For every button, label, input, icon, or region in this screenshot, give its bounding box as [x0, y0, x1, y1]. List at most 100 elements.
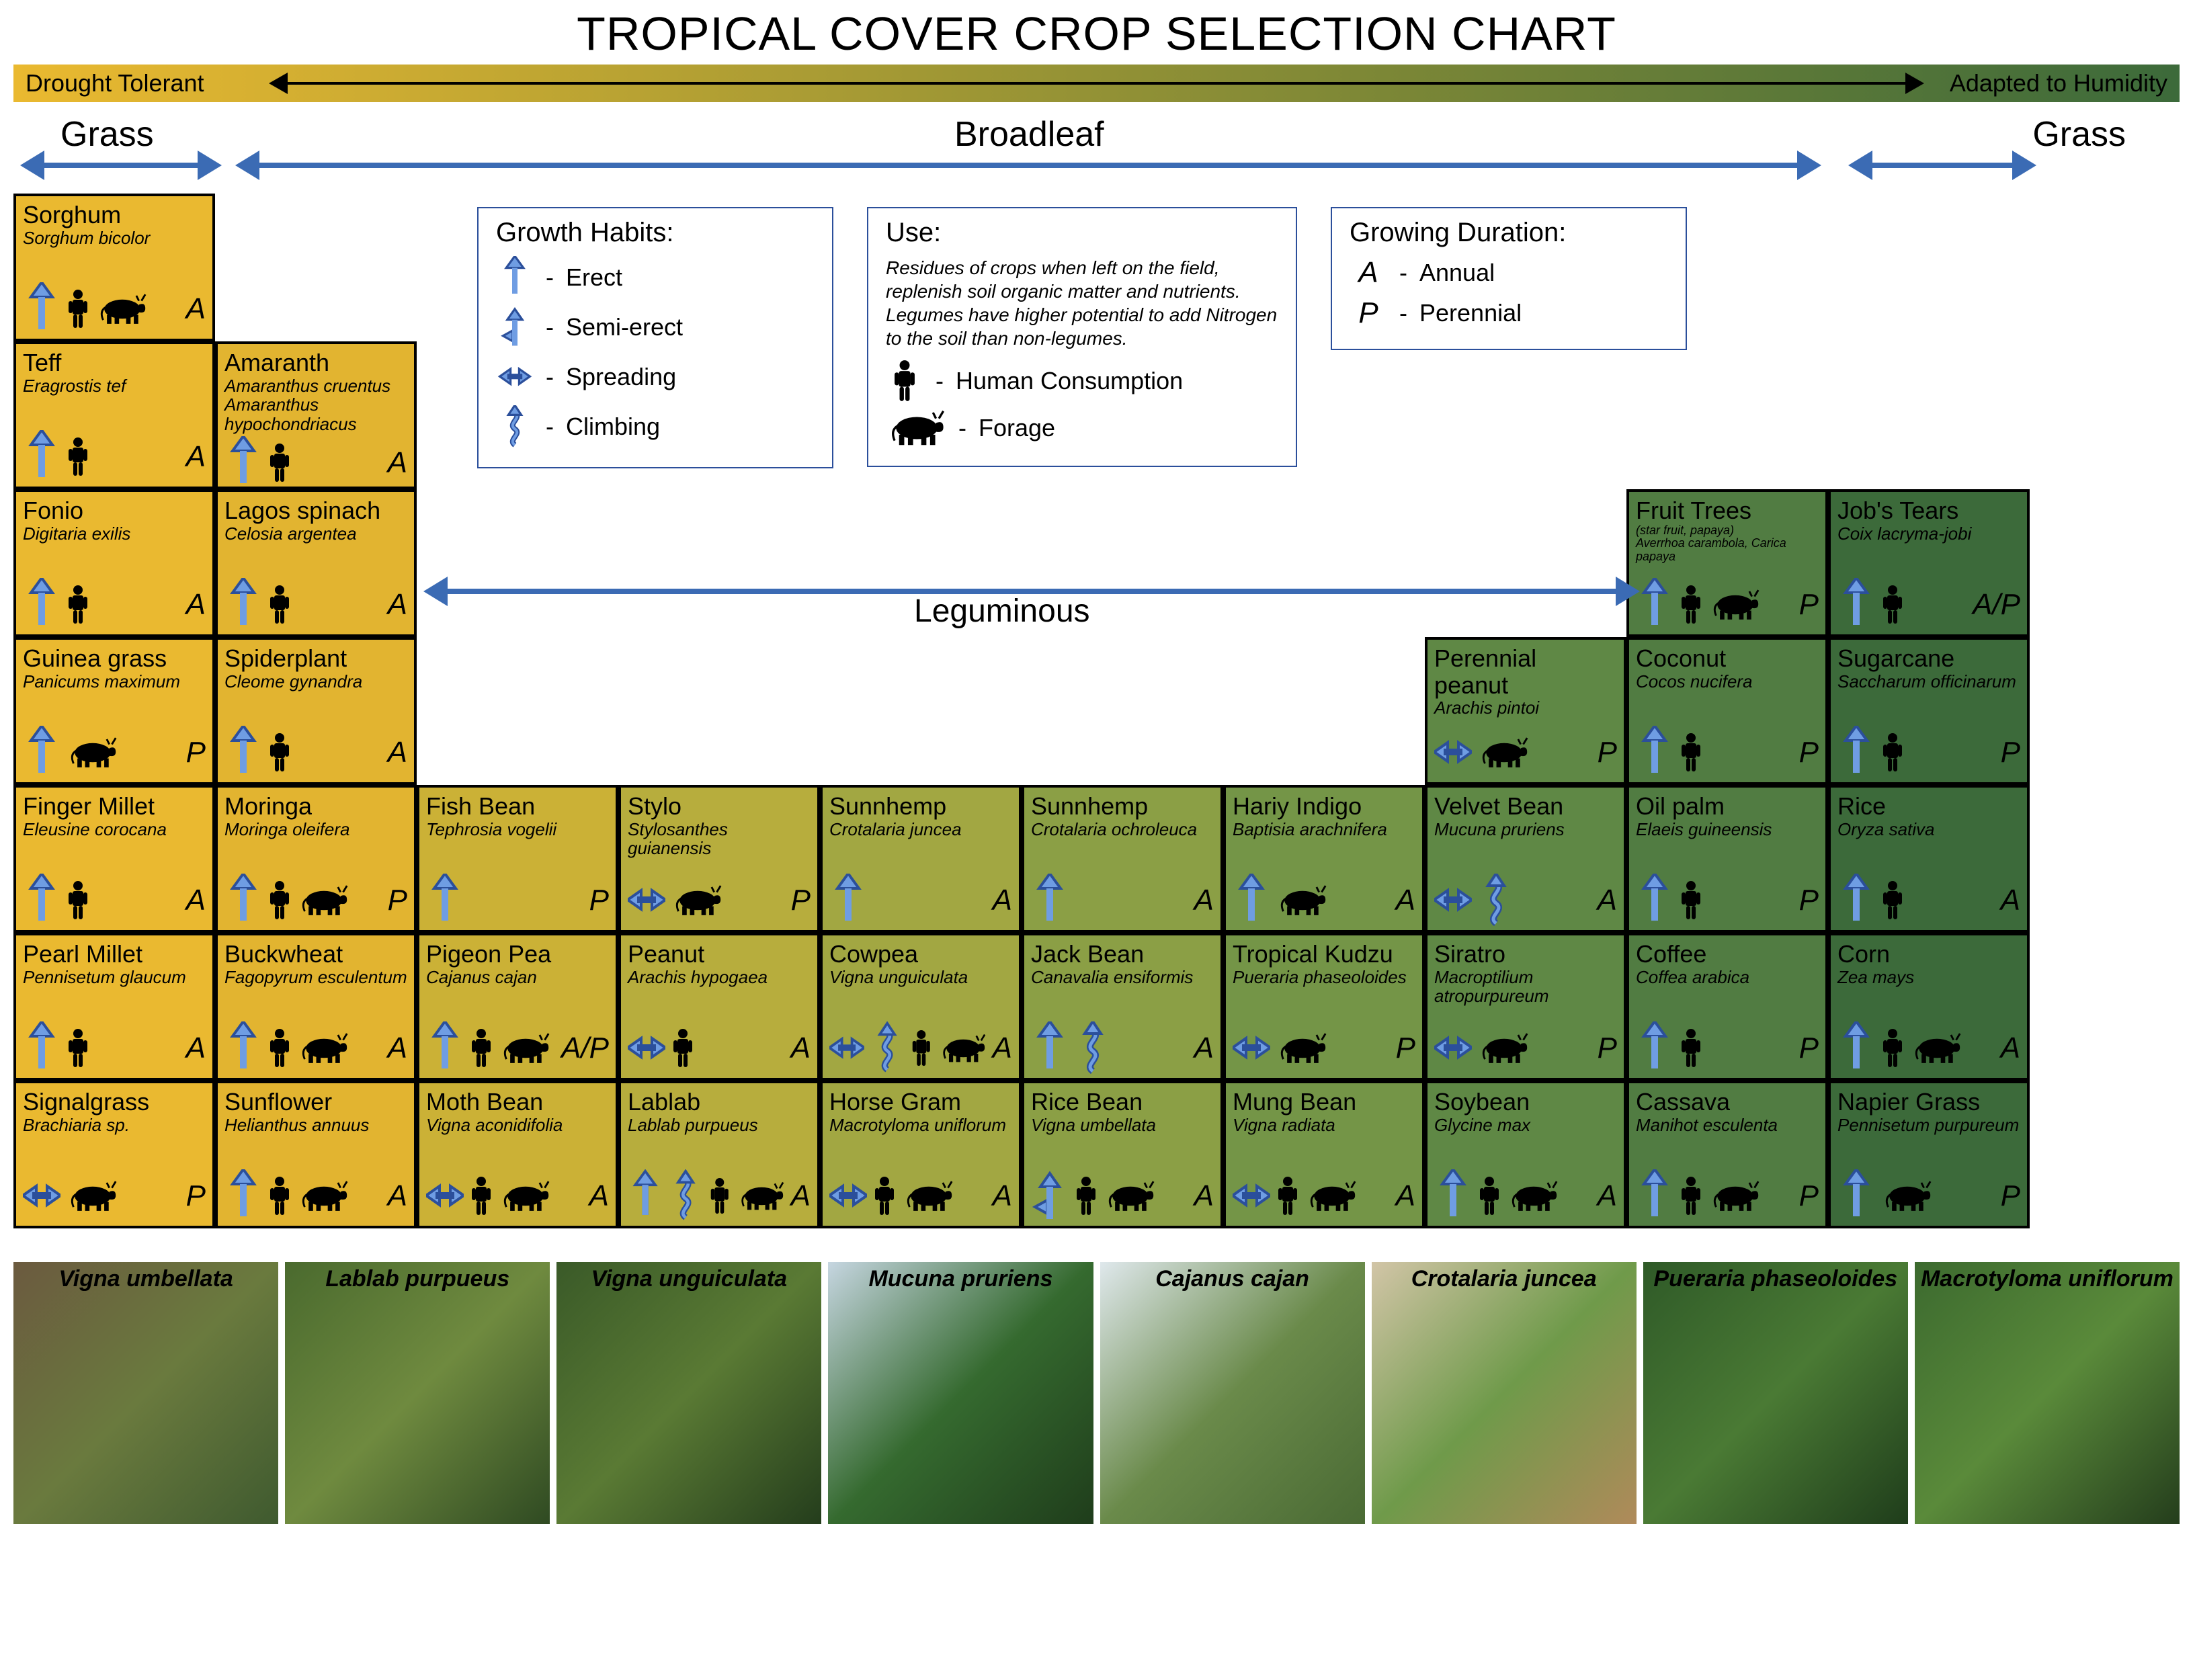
human-icon	[267, 585, 292, 625]
erect-icon	[23, 726, 60, 780]
crop-duration: A	[1194, 884, 1214, 917]
crop-cell: Pigeon Pea Cajanus cajan A/P	[417, 933, 618, 1081]
cow-icon	[902, 1179, 954, 1213]
human-icon	[1477, 1176, 1501, 1216]
human-icon	[1276, 1176, 1300, 1216]
crop-common-name: Amaranth	[224, 349, 407, 376]
crop-common-name: Sunflower	[224, 1089, 407, 1116]
crop-common-name: Lagos spinach	[224, 497, 407, 524]
human-icon	[469, 1176, 493, 1216]
photo-thumbnail: Pueraria phaseoloides	[1643, 1262, 1908, 1524]
crop-common-name: Soybean	[1434, 1089, 1617, 1116]
crop-cell: Mung Bean Vigna radiata A	[1223, 1081, 1425, 1228]
erect-icon	[23, 578, 60, 632]
crop-icon-row: A	[224, 726, 407, 780]
crop-common-name: Sorghum	[23, 202, 206, 228]
crop-icon-row: P	[1636, 1169, 1819, 1223]
semi-erect-icon	[496, 306, 534, 349]
crop-duration: A	[186, 293, 206, 325]
crop-icon-row: A	[1031, 874, 1214, 927]
crop-cell: Job's Tears Coix lacryma-jobi A/P	[1828, 489, 2030, 637]
crop-cell: Sunflower Helianthus annuus A	[215, 1081, 417, 1228]
chart-area: Sorghum Sorghum bicolor A Teff Eragrosti…	[13, 194, 2180, 1249]
crop-icon-row: A	[1434, 874, 1617, 927]
category-header-row: Grass Broadleaf Grass	[13, 114, 2180, 188]
crop-cell: Coconut Cocos nucifera P	[1626, 637, 1828, 785]
crop-icon-row: A	[829, 1169, 1012, 1223]
human-icon	[66, 1028, 90, 1068]
photo-thumbnail: Mucuna pruriens	[828, 1262, 1093, 1524]
erect-icon	[1837, 578, 1875, 632]
cow-icon	[1477, 736, 1530, 769]
human-icon	[1679, 1028, 1703, 1068]
human-icon	[66, 289, 90, 329]
crop-icon-row: A/P	[426, 1021, 609, 1075]
climbing-icon	[1074, 1021, 1112, 1075]
legend-use-title: Use:	[886, 218, 1278, 248]
crop-duration: A	[1396, 1180, 1415, 1212]
erect-icon	[1636, 874, 1673, 927]
erect-icon	[1031, 874, 1069, 927]
climbing-icon	[870, 1021, 905, 1075]
climbing-icon	[496, 405, 534, 448]
crop-icon-row: P	[1837, 726, 2020, 780]
crop-cell: Fonio Digitaria exilis A	[13, 489, 215, 637]
photo-label: Macrotyloma uniflorum	[1915, 1266, 2180, 1292]
human-icon	[886, 360, 923, 403]
crop-duration: P	[388, 884, 407, 917]
crop-cell: Tropical Kudzu Pueraria phaseoloides P	[1223, 933, 1425, 1081]
human-icon	[66, 585, 90, 625]
legend-growth-habits: Growth Habits: - Erect - Semi-erect - Sp…	[477, 207, 833, 468]
crop-cell: Moth Bean Vigna aconidifolia A	[417, 1081, 618, 1228]
crop-icon-row: P	[23, 726, 206, 780]
spreading-icon	[628, 1021, 665, 1075]
crop-cell: Lagos spinach Celosia argentea A	[215, 489, 417, 637]
crop-icon-row: A	[23, 430, 206, 484]
crop-cell: Rice Bean Vigna umbellata A	[1022, 1081, 1223, 1228]
crop-icon-row: P	[224, 874, 407, 927]
spreading-icon	[829, 1169, 867, 1223]
crop-duration: A	[1194, 1180, 1214, 1212]
crop-duration: P	[1396, 1032, 1415, 1064]
legend-growth-row: - Erect	[496, 256, 815, 299]
crop-cell: Guinea grass Panicums maximum P	[13, 637, 215, 785]
crop-duration: P	[589, 884, 609, 917]
crop-duration: A	[1598, 884, 1617, 917]
crop-common-name: Fonio	[23, 497, 206, 524]
human-icon	[66, 437, 90, 477]
crop-common-name: Signalgrass	[23, 1089, 206, 1116]
human-icon	[267, 880, 292, 921]
erect-icon	[23, 874, 60, 927]
crop-duration: P	[1799, 1180, 1819, 1212]
crop-common-name: Pigeon Pea	[426, 941, 609, 968]
erect-icon	[1837, 874, 1875, 927]
crop-common-name: Corn	[1837, 941, 2020, 968]
erect-icon	[23, 430, 60, 484]
crop-duration: A	[2001, 1032, 2020, 1064]
climbing-icon	[668, 1169, 703, 1223]
erect-icon	[1636, 578, 1673, 632]
erect-icon	[628, 1169, 663, 1223]
photo-label: Vigna umbellata	[13, 1266, 278, 1292]
crop-icon-row: A	[829, 874, 1012, 927]
crop-duration: P	[1799, 884, 1819, 917]
human-icon	[671, 1028, 695, 1068]
legend-use: Use: Residues of crops when left on the …	[867, 207, 1297, 467]
erect-icon	[224, 1169, 262, 1223]
crop-cell: Sunnhemp Crotalaria juncea A	[820, 785, 1022, 933]
crop-common-name: Napier Grass	[1837, 1089, 2020, 1116]
gradient-right-label: Adapted to Humidity	[1950, 69, 2167, 97]
spreading-icon	[23, 1169, 60, 1223]
crop-cell: Soybean Glycine max A	[1425, 1081, 1626, 1228]
cow-icon	[1880, 1179, 1933, 1213]
legend-duration-title: Growing Duration:	[1350, 218, 1668, 248]
cat-broadleaf-arrow	[255, 163, 1801, 168]
photo-label: Lablab purpueus	[285, 1266, 550, 1292]
crop-icon-row: A	[829, 1021, 1012, 1075]
cow-icon	[1104, 1179, 1156, 1213]
crop-duration: A	[1598, 1180, 1617, 1212]
erect-icon	[224, 578, 262, 632]
duration-code: P	[1350, 296, 1387, 330]
leguminous-arrow	[444, 589, 1620, 594]
human-icon	[1880, 732, 1905, 773]
